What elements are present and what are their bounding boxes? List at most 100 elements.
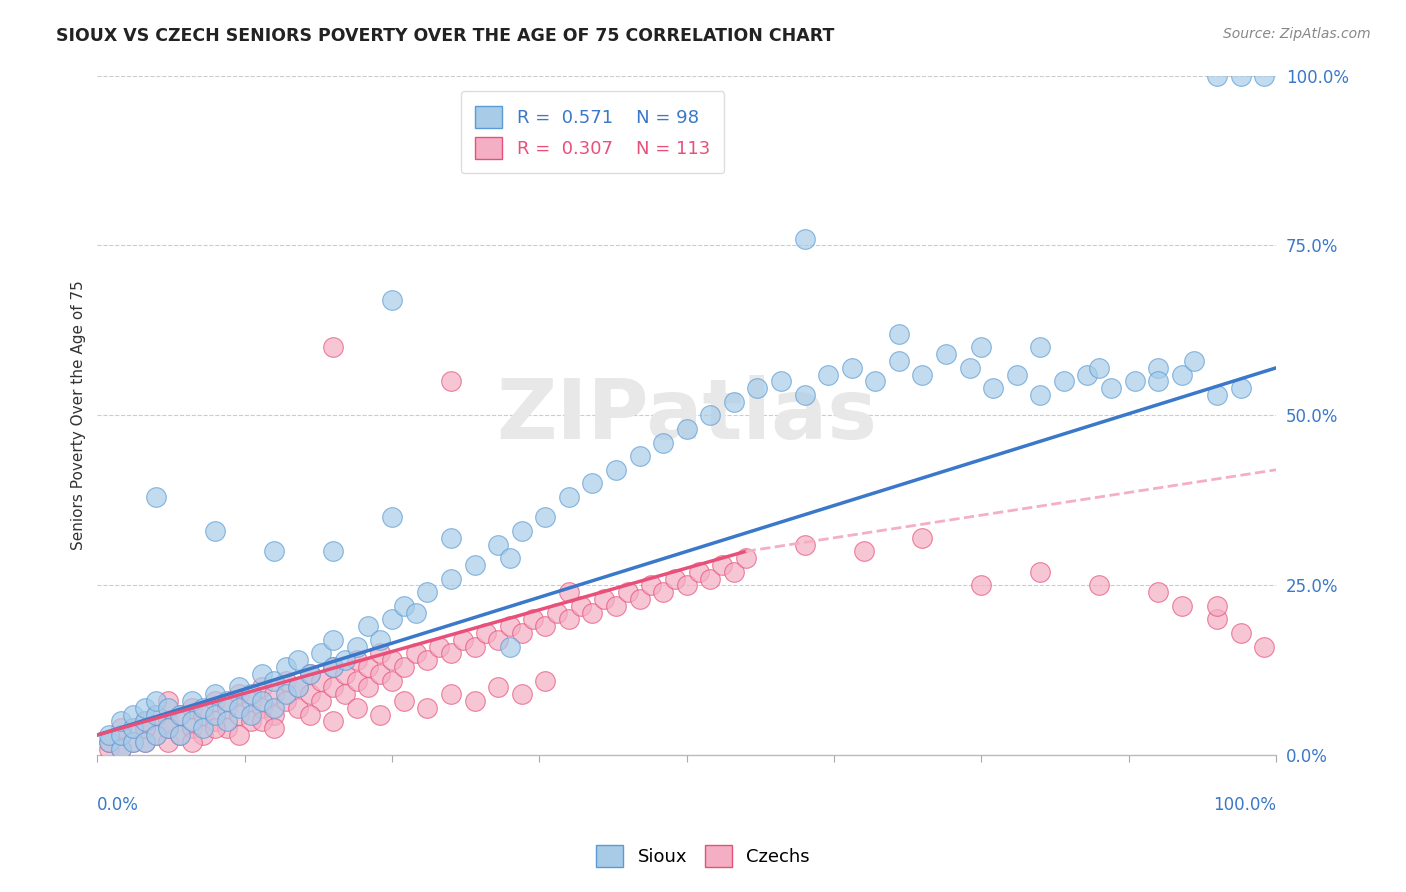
Point bbox=[180, 721, 202, 735]
Point bbox=[1053, 375, 1076, 389]
Point bbox=[440, 687, 463, 701]
Point bbox=[1206, 599, 1229, 613]
Point bbox=[499, 551, 522, 566]
Point bbox=[98, 735, 121, 749]
Point bbox=[263, 544, 285, 558]
Point bbox=[263, 687, 285, 701]
Point bbox=[747, 381, 769, 395]
Point bbox=[346, 640, 368, 654]
Point bbox=[298, 666, 321, 681]
Point bbox=[593, 592, 616, 607]
Point bbox=[346, 673, 368, 688]
Point bbox=[381, 612, 404, 626]
Point bbox=[169, 707, 191, 722]
Point bbox=[98, 735, 121, 749]
Point bbox=[322, 660, 344, 674]
Point bbox=[322, 681, 344, 695]
Point bbox=[534, 619, 557, 633]
Point bbox=[110, 728, 132, 742]
Point bbox=[368, 707, 391, 722]
Point bbox=[298, 707, 321, 722]
Point bbox=[793, 388, 815, 402]
Point bbox=[427, 640, 450, 654]
Point bbox=[110, 741, 132, 756]
Point bbox=[134, 714, 156, 729]
Point bbox=[841, 360, 863, 375]
Point bbox=[981, 381, 1004, 395]
Point bbox=[1147, 375, 1170, 389]
Point bbox=[416, 700, 439, 714]
Point bbox=[204, 721, 226, 735]
Point bbox=[558, 585, 581, 599]
Point bbox=[311, 673, 333, 688]
Point bbox=[145, 728, 167, 742]
Point bbox=[157, 721, 180, 735]
Point bbox=[98, 741, 121, 756]
Point bbox=[215, 694, 238, 708]
Point bbox=[510, 524, 533, 538]
Point bbox=[1229, 626, 1251, 640]
Point bbox=[180, 694, 202, 708]
Point bbox=[865, 375, 887, 389]
Point bbox=[263, 707, 285, 722]
Point bbox=[1206, 69, 1229, 83]
Point bbox=[510, 687, 533, 701]
Point bbox=[935, 347, 957, 361]
Point bbox=[346, 653, 368, 667]
Point bbox=[157, 714, 180, 729]
Point bbox=[486, 538, 509, 552]
Text: SIOUX VS CZECH SENIORS POVERTY OVER THE AGE OF 75 CORRELATION CHART: SIOUX VS CZECH SENIORS POVERTY OVER THE … bbox=[56, 27, 835, 45]
Point bbox=[333, 687, 356, 701]
Point bbox=[1206, 388, 1229, 402]
Point bbox=[887, 326, 910, 341]
Point bbox=[121, 707, 143, 722]
Point bbox=[1005, 368, 1028, 382]
Point bbox=[1229, 69, 1251, 83]
Point bbox=[287, 681, 309, 695]
Point bbox=[204, 714, 226, 729]
Point bbox=[157, 721, 180, 735]
Point bbox=[157, 700, 180, 714]
Legend: Sioux, Czechs: Sioux, Czechs bbox=[589, 838, 817, 874]
Point bbox=[263, 673, 285, 688]
Point bbox=[239, 687, 262, 701]
Point bbox=[440, 572, 463, 586]
Point bbox=[239, 714, 262, 729]
Point bbox=[274, 660, 297, 674]
Point bbox=[817, 368, 839, 382]
Point bbox=[287, 681, 309, 695]
Point bbox=[1029, 388, 1052, 402]
Point bbox=[887, 354, 910, 368]
Point bbox=[239, 694, 262, 708]
Point bbox=[239, 707, 262, 722]
Point bbox=[1171, 599, 1194, 613]
Point bbox=[558, 612, 581, 626]
Point bbox=[322, 632, 344, 647]
Point bbox=[287, 700, 309, 714]
Point bbox=[688, 565, 710, 579]
Point bbox=[322, 341, 344, 355]
Point bbox=[169, 728, 191, 742]
Point bbox=[1147, 585, 1170, 599]
Point bbox=[110, 741, 132, 756]
Point bbox=[180, 714, 202, 729]
Point bbox=[333, 653, 356, 667]
Point bbox=[451, 632, 474, 647]
Point bbox=[98, 728, 121, 742]
Point bbox=[263, 721, 285, 735]
Point bbox=[534, 673, 557, 688]
Point bbox=[664, 572, 686, 586]
Point bbox=[464, 640, 486, 654]
Point bbox=[368, 666, 391, 681]
Legend: R =  0.571    N = 98, R =  0.307    N = 113: R = 0.571 N = 98, R = 0.307 N = 113 bbox=[461, 91, 724, 173]
Point bbox=[357, 660, 380, 674]
Text: Source: ZipAtlas.com: Source: ZipAtlas.com bbox=[1223, 27, 1371, 41]
Point bbox=[569, 599, 592, 613]
Point bbox=[852, 544, 875, 558]
Point bbox=[145, 694, 167, 708]
Point bbox=[274, 687, 297, 701]
Point bbox=[134, 714, 156, 729]
Point bbox=[970, 341, 993, 355]
Point bbox=[605, 463, 627, 477]
Point bbox=[298, 687, 321, 701]
